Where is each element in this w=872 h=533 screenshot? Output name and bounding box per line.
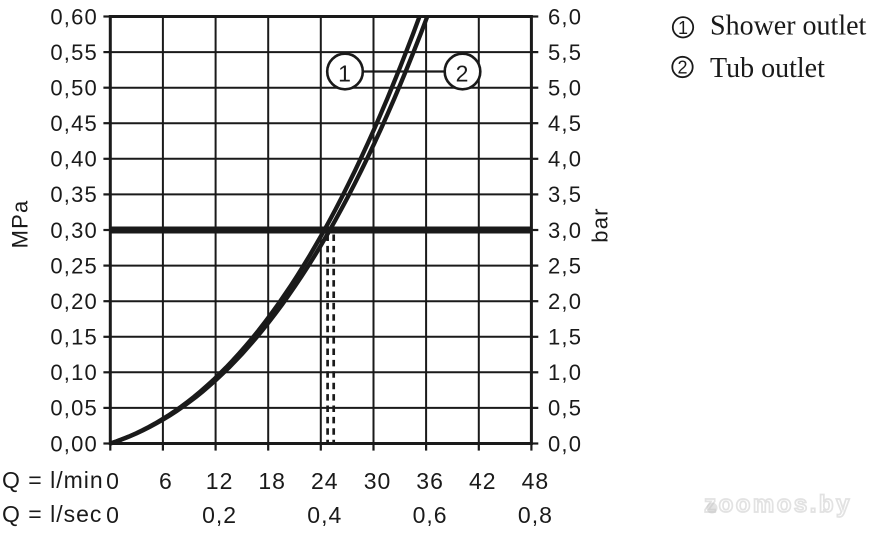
svg-text:2,0: 2,0 <box>548 289 582 314</box>
svg-text:30: 30 <box>364 468 392 494</box>
svg-text:0: 0 <box>106 468 120 494</box>
svg-text:0,6: 0,6 <box>413 502 448 528</box>
svg-text:2: 2 <box>677 58 687 78</box>
svg-text:0,5: 0,5 <box>548 396 582 421</box>
svg-text:MPa: MPa <box>8 200 33 249</box>
svg-text:Shower outlet: Shower outlet <box>710 11 867 42</box>
svg-text:24: 24 <box>311 468 339 494</box>
svg-text:5,0: 5,0 <box>548 76 582 101</box>
svg-text:bar: bar <box>588 207 613 242</box>
svg-text:6,0: 6,0 <box>548 4 582 29</box>
svg-text:0: 0 <box>106 502 120 528</box>
svg-text:0,4: 0,4 <box>307 502 342 528</box>
svg-text:0,35: 0,35 <box>50 182 98 207</box>
svg-text:0,00: 0,00 <box>50 431 98 456</box>
svg-text:42: 42 <box>469 468 497 494</box>
svg-text:2: 2 <box>456 61 470 87</box>
svg-text:18: 18 <box>258 468 286 494</box>
svg-text:0,2: 0,2 <box>202 502 237 528</box>
svg-text:0,60: 0,60 <box>50 4 98 29</box>
svg-text:0,10: 0,10 <box>50 360 98 385</box>
svg-text:0,30: 0,30 <box>50 218 98 243</box>
svg-text:36: 36 <box>416 468 444 494</box>
svg-text:1: 1 <box>338 61 352 87</box>
svg-text:1,5: 1,5 <box>548 325 582 350</box>
svg-text:1,0: 1,0 <box>548 360 582 385</box>
svg-text:5,5: 5,5 <box>548 40 582 65</box>
svg-text:Tub outlet: Tub outlet <box>710 53 825 84</box>
svg-text:12: 12 <box>206 468 234 494</box>
svg-text:4,0: 4,0 <box>548 147 582 172</box>
svg-text:Q = l/min: Q = l/min <box>2 467 104 493</box>
svg-text:0,45: 0,45 <box>50 111 98 136</box>
svg-text:0,8: 0,8 <box>518 502 553 528</box>
svg-text:0,40: 0,40 <box>50 147 98 172</box>
svg-text:0,20: 0,20 <box>50 289 98 314</box>
svg-text:0,50: 0,50 <box>50 76 98 101</box>
svg-text:2,5: 2,5 <box>548 253 582 278</box>
svg-text:48: 48 <box>522 468 550 494</box>
svg-text:zoomos.by: zoomos.by <box>704 491 852 518</box>
svg-text:0,05: 0,05 <box>50 396 98 421</box>
svg-text:1: 1 <box>678 18 688 38</box>
svg-text:3,0: 3,0 <box>548 218 582 243</box>
svg-text:3,5: 3,5 <box>548 182 582 207</box>
svg-text:Q = l/sec: Q = l/sec <box>2 501 102 527</box>
svg-text:0,25: 0,25 <box>50 253 98 278</box>
svg-text:4,5: 4,5 <box>548 111 582 136</box>
svg-text:0,15: 0,15 <box>50 325 98 350</box>
svg-text:0,55: 0,55 <box>50 40 98 65</box>
svg-text:6: 6 <box>159 468 173 494</box>
svg-text:0,0: 0,0 <box>548 431 582 456</box>
